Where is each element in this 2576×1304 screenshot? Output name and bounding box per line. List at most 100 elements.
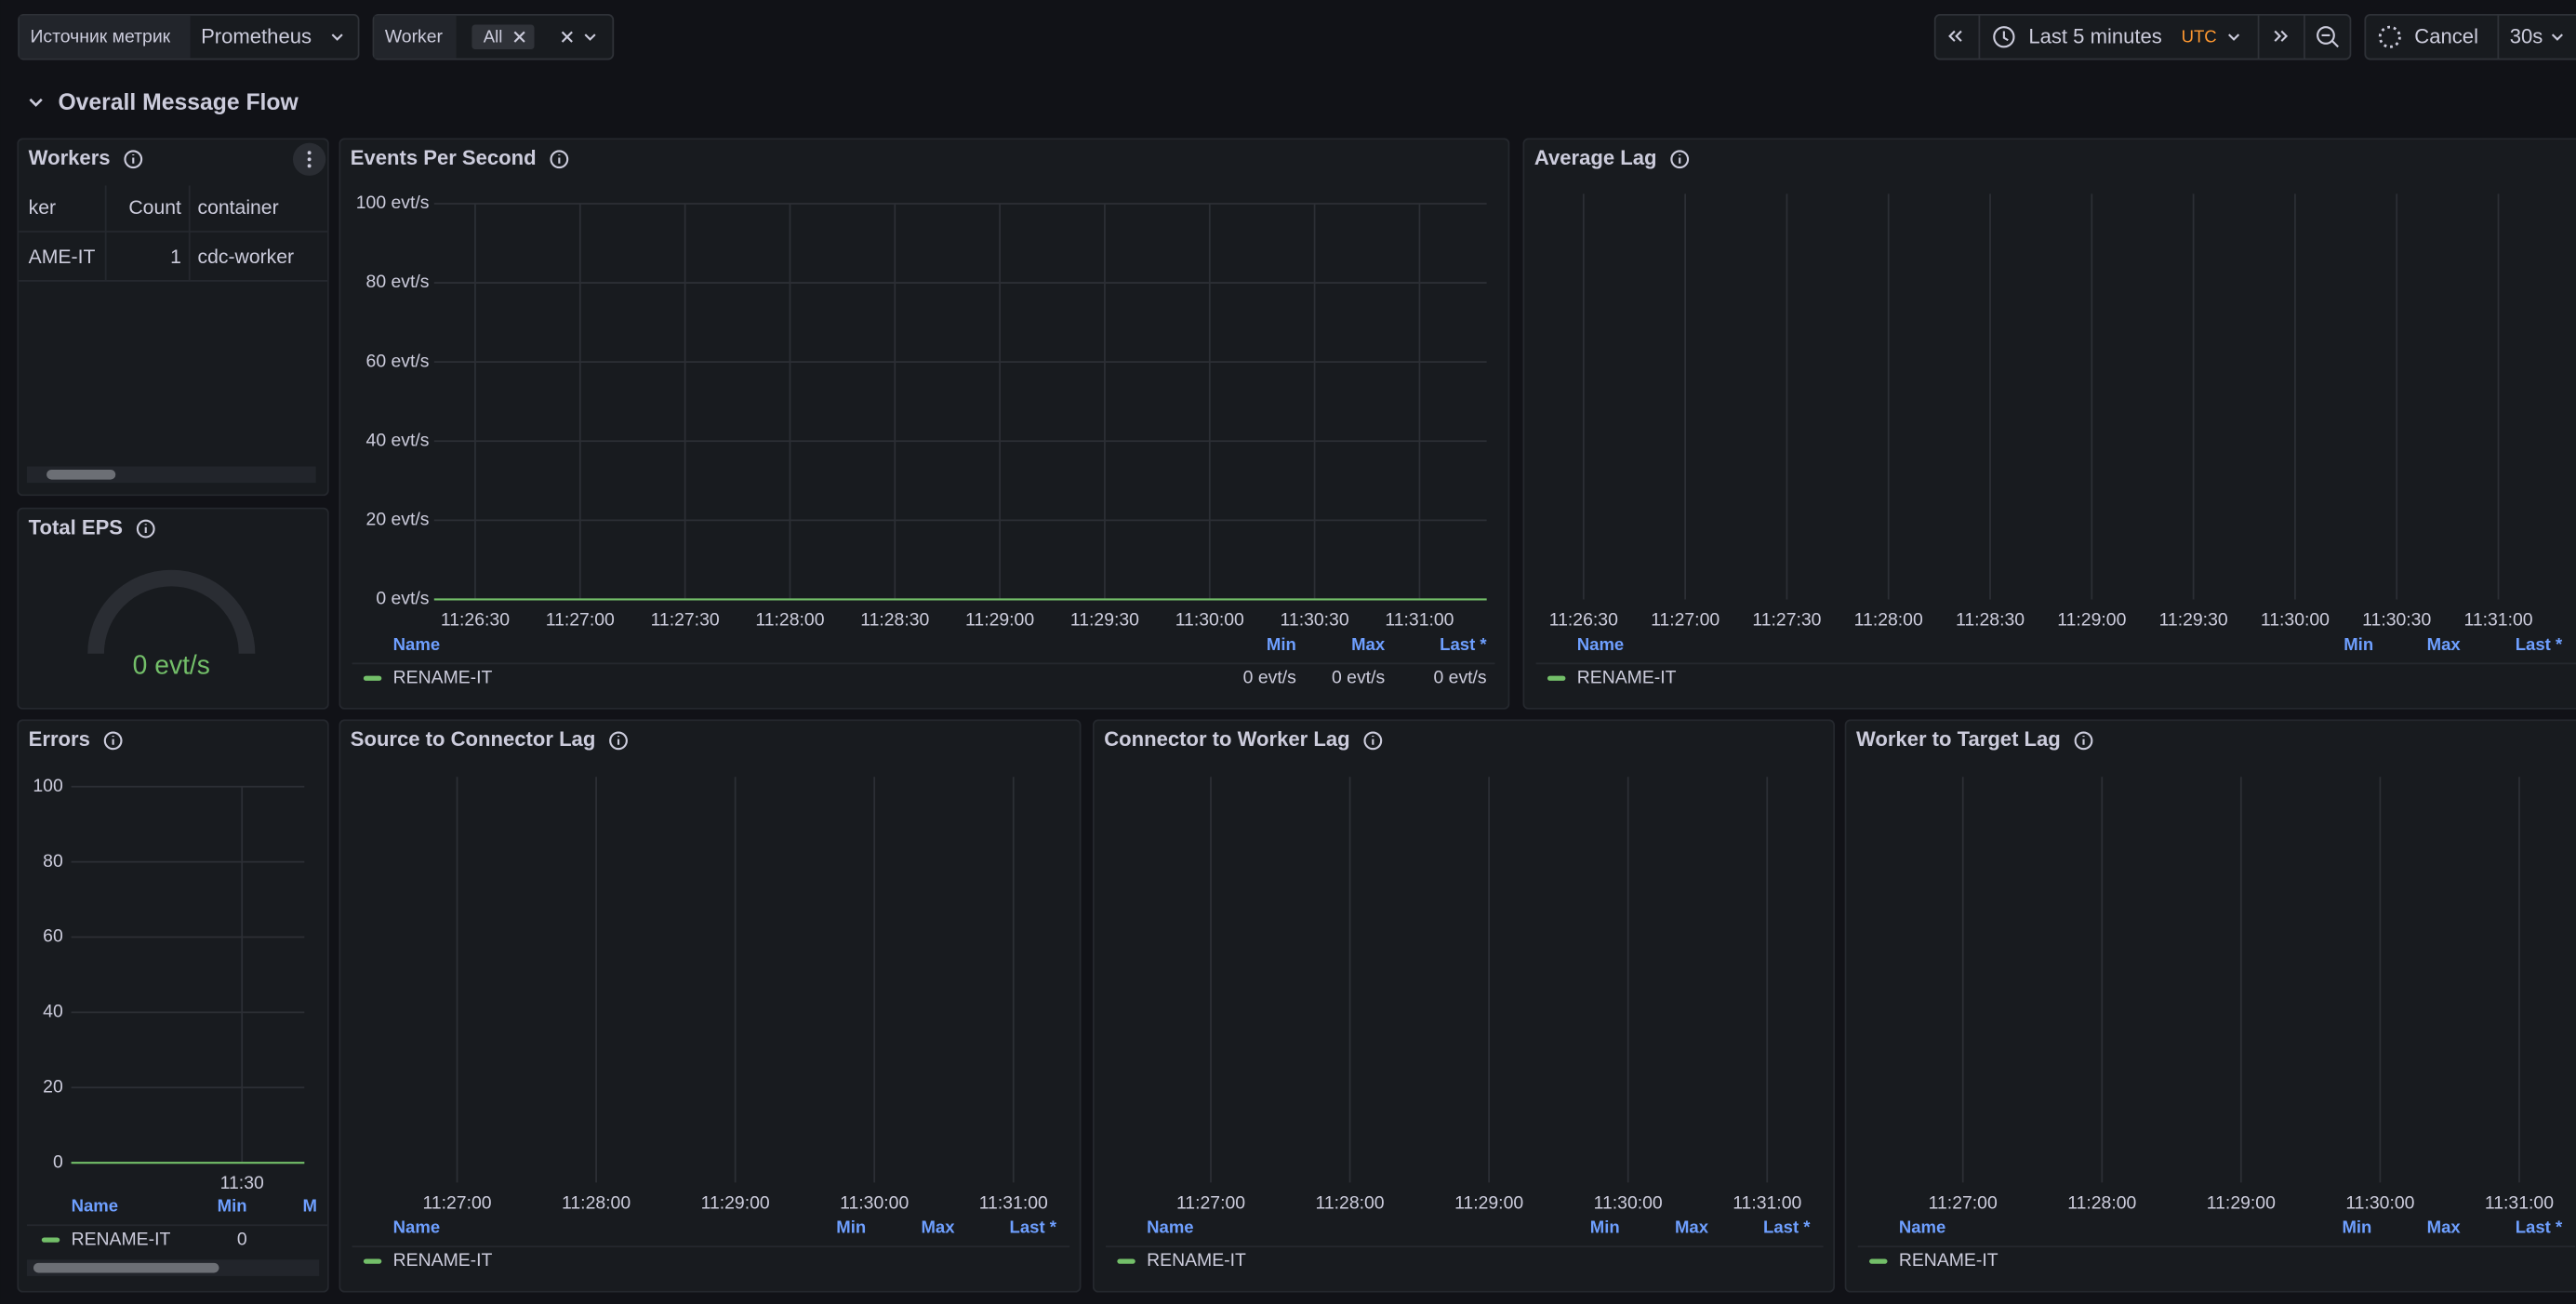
panel-frame (17, 719, 329, 1293)
panel-title: Connector to Worker Lag (1104, 727, 1349, 751)
x-tick-label: 11:27:00 (1929, 1192, 1998, 1213)
scrollbar-thumb (33, 1262, 219, 1273)
worker-variable[interactable]: Worker All (372, 14, 615, 60)
info-icon (1363, 731, 1383, 751)
legend-name: RENAME-IT (393, 667, 493, 687)
panel: Worker to Target Lag 11:27:00 11:28:00 11:2… (1844, 719, 2576, 1293)
panel-title: Source to Connector Lag (351, 727, 596, 751)
chevron (331, 33, 343, 41)
legend-header: Min (1590, 1218, 1620, 1237)
legend-swatch (1547, 675, 1566, 681)
row-chevron[interactable] (29, 98, 43, 107)
y-tick-label: 80 evt/s (366, 272, 430, 292)
legend-header: Max (2427, 634, 2462, 654)
x-tick-label: 11:29:00 (2057, 610, 2126, 631)
legend-name: RENAME-IT (393, 1250, 493, 1271)
panel: Connector to Worker Lag 11:27:00 11:28:00 1… (1092, 719, 1835, 1293)
y-tick-label: 60 (43, 926, 63, 947)
x-tick-label: 11:28:00 (1854, 610, 1923, 631)
y-tick-label: 20 (43, 1076, 63, 1097)
x-tick-label: 11:26:30 (441, 610, 510, 631)
info-icon (550, 150, 569, 169)
x-tick-label: 11:29:00 (701, 1192, 770, 1213)
info-icon (1670, 150, 1690, 169)
legend-swatch (1869, 1258, 1888, 1264)
x-tick-label: 11:29:00 (965, 610, 1034, 631)
y-tick-label: 0 evt/s (376, 589, 429, 609)
spinner (2378, 25, 2401, 48)
legend-header: Max (1351, 634, 1386, 654)
legend-header: Max (2427, 1218, 2462, 1237)
panel: Source to Connector Lag 11:27:00 11:28:00 1… (339, 719, 1082, 1293)
x-tick-label: 11:30:00 (2261, 610, 2330, 631)
legend-header: Last * (1763, 1218, 1811, 1237)
refresh-box (2364, 14, 2576, 60)
row-title[interactable]: Overall Message Flow (58, 90, 299, 115)
shift-back[interactable] (1948, 30, 1962, 42)
y-tick-label: 80 (43, 851, 63, 872)
x-tick-label: 11:29:00 (1454, 1192, 1523, 1213)
refresh-interval[interactable]: 30s (2510, 24, 2543, 47)
legend-header: M (303, 1196, 317, 1216)
shift-forward[interactable] (2274, 30, 2289, 42)
legend-header: Name (393, 634, 440, 654)
legend-header: Last * (1440, 634, 1487, 654)
y-tick-label: 40 evt/s (366, 430, 430, 450)
y-tick-label: 60 evt/s (366, 351, 430, 371)
x-tick-label: 11:28:00 (2067, 1192, 2136, 1213)
x-tick-label: 11:28:30 (860, 610, 929, 631)
column-header: container (198, 197, 279, 219)
x-tick-label: 11:30:30 (2362, 610, 2431, 631)
refresh-picker[interactable]: Cancel 30s (2364, 14, 2576, 60)
x-tick-label: 11:27:00 (546, 610, 615, 631)
x-tick-label: 11:30:00 (1175, 610, 1244, 631)
chevron (2228, 33, 2240, 41)
chevron (584, 33, 596, 41)
timezone: UTC (2182, 27, 2217, 47)
x-tick-label: 11:29:30 (2159, 610, 2228, 631)
gauge-value: 0 evt/s (133, 649, 210, 679)
chip (471, 24, 535, 49)
legend-header: Min (2342, 1218, 2371, 1237)
panel-frame (17, 138, 329, 497)
info-icon (103, 731, 123, 751)
gauge-track (87, 569, 256, 654)
zoom-out[interactable] (2317, 26, 2335, 45)
legend-stat: 0 evt/s (1433, 667, 1486, 687)
column-header: ker (29, 197, 56, 219)
y-tick-label: 100 (33, 776, 63, 796)
cell: 1 (170, 246, 181, 268)
legend-swatch (363, 1258, 382, 1264)
panel: Errors 100 80 60 40 20 0 11:30 Name Min M RENAME-IT… (17, 719, 329, 1293)
time-picker[interactable]: Last 5 minutes UTC (1933, 14, 2352, 60)
datasource-picker[interactable]: Источник метрик Prometheus (18, 14, 360, 60)
legend-header: Max (1675, 1218, 1709, 1237)
y-tick-label: 0 (53, 1151, 63, 1172)
panel-frame (339, 138, 1510, 710)
x-tick-label: 11:28:00 (1316, 1192, 1385, 1213)
legend-swatch (41, 1237, 60, 1243)
datasource-label: Источник метрик (30, 27, 170, 47)
x-tick-label: 11:28:00 (562, 1192, 631, 1213)
x-tick-label: 11:30 (220, 1173, 264, 1193)
clock-hands (2002, 31, 2009, 42)
legend-header: Min (218, 1196, 247, 1216)
x-tick-label: 11:30:00 (840, 1192, 909, 1213)
clear[interactable] (561, 31, 573, 43)
cell: cdc-worker (198, 246, 295, 268)
legend-name: RENAME-IT (1899, 1250, 1998, 1271)
legend-header: Min (2344, 634, 2373, 654)
panel: Average Lag 11:26:30 11:27:00 11:27:30 11:28… (1522, 138, 2576, 710)
legend-name: RENAME-IT (1147, 1250, 1246, 1271)
cancel[interactable]: Cancel (2414, 24, 2478, 47)
x-tick-label: 11:31:00 (2485, 1192, 2554, 1213)
variable-label-bg (374, 15, 457, 59)
chip-remove[interactable] (513, 31, 525, 43)
legend-header: Name (72, 1196, 118, 1216)
panel-frame (17, 507, 329, 710)
menu-dot (307, 157, 312, 162)
x-tick-label: 11:31:00 (1385, 610, 1454, 631)
x-tick-label: 11:29:00 (2207, 1192, 2276, 1213)
legend-stat: 0 (237, 1229, 247, 1249)
x-tick-label: 11:29:30 (1070, 610, 1139, 631)
